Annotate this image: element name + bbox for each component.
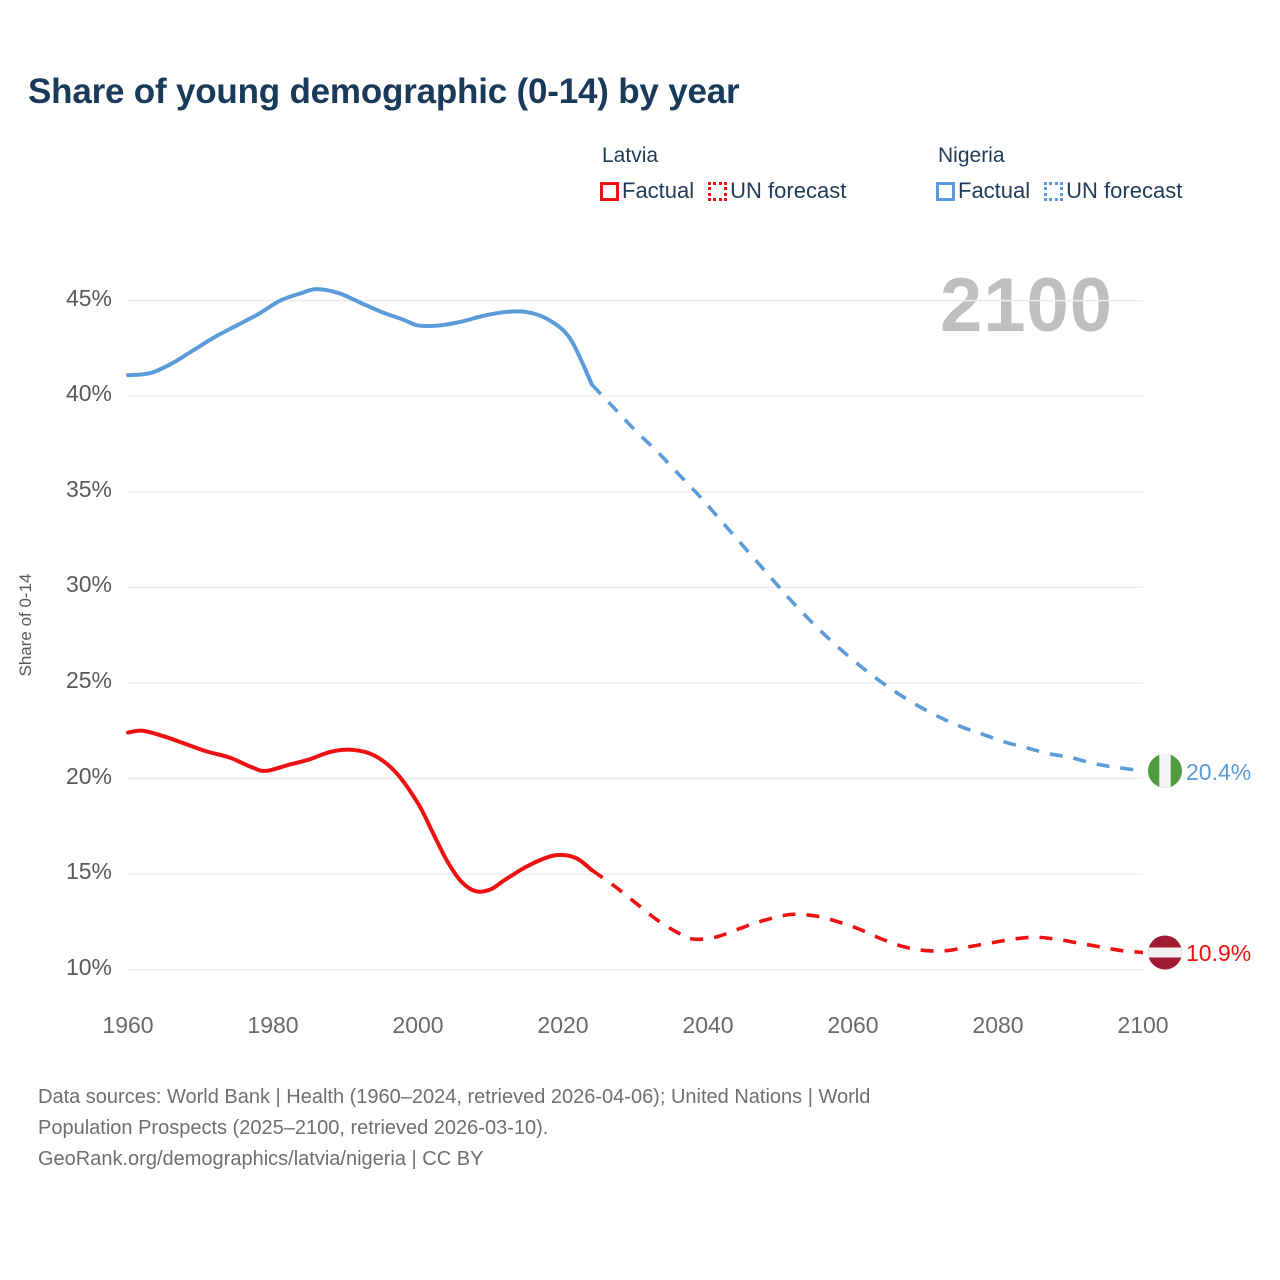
- y-tick-label: 15%: [65, 858, 112, 885]
- y-tick-label: 30%: [65, 571, 112, 598]
- footer-line-1: Data sources: World Bank | Health (1960–…: [38, 1086, 871, 1108]
- x-tick-label: 2020: [537, 1012, 589, 1038]
- legend-label-latvia-forecast: UN forecast: [730, 178, 847, 203]
- legend-item-nigeria-factual[interactable]: Factual: [936, 178, 1030, 204]
- footer-line-2: Population Prospects (2025–2100, retriev…: [38, 1117, 549, 1139]
- legend-country-nigeria: Nigeria: [938, 144, 1005, 167]
- legend-group-latvia: Latvia Factual UN forecast: [600, 144, 860, 204]
- end-label-latvia: 10.9%: [1186, 940, 1252, 966]
- y-tick-label: 25%: [65, 666, 112, 693]
- legend-label-latvia-factual: Factual: [622, 178, 695, 203]
- legend-label-nigeria-forecast: UN forecast: [1066, 178, 1183, 203]
- footer-line-3[interactable]: GeoRank.org/demographics/latvia/nigeria …: [38, 1148, 484, 1170]
- legend-country-latvia: Latvia: [602, 144, 659, 167]
- x-tick-label: 2100: [1117, 1012, 1169, 1038]
- x-tick-label: 2040: [682, 1012, 734, 1038]
- end-label-nigeria: 20.4%: [1186, 759, 1252, 785]
- series-line-latvia-factual: [126, 728, 594, 894]
- series-line-nigeria-factual: [126, 287, 594, 387]
- legend-item-nigeria-forecast[interactable]: UN forecast: [1044, 178, 1182, 204]
- x-tick-label: 2080: [972, 1012, 1024, 1038]
- series-line-latvia-forecast: [590, 868, 1144, 955]
- x-tick-label: 1980: [247, 1012, 299, 1038]
- y-tick-label: 10%: [65, 953, 112, 980]
- y-tick-label: 35%: [65, 475, 112, 502]
- legend-swatch-dotted-icon: [708, 181, 728, 201]
- x-tick-label: 1960: [102, 1012, 154, 1038]
- page-title: Share of young demographic (0-14) by yea…: [28, 72, 740, 111]
- footer-sources: Data sources: World Bank | Health (1960–…: [38, 1082, 1188, 1175]
- x-tick-label: 2060: [827, 1012, 879, 1038]
- gridlines: [128, 299, 1143, 971]
- year-watermark: 2100: [940, 263, 1114, 348]
- y-tick-label: 40%: [65, 380, 112, 407]
- chart-legend: Latvia Factual UN forecast Nigeria Factu…: [600, 144, 1260, 224]
- legend-item-latvia-factual[interactable]: Factual: [600, 178, 694, 204]
- legend-item-latvia-forecast[interactable]: UN forecast: [708, 178, 846, 204]
- legend-swatch-dotted-icon: [1044, 181, 1064, 201]
- nigeria-flag-marker: [1148, 753, 1182, 788]
- legend-swatch-solid-icon: [600, 181, 619, 201]
- legend-swatch-solid-icon: [936, 181, 955, 201]
- end-markers: [1148, 753, 1182, 970]
- y-tick-label: 45%: [65, 284, 112, 311]
- x-tick-label: 2000: [392, 1012, 444, 1038]
- series-lines: [126, 287, 1144, 955]
- legend-group-nigeria: Nigeria Factual UN forecast: [936, 144, 1196, 204]
- series-line-nigeria-forecast: [590, 383, 1144, 773]
- legend-label-nigeria-factual: Factual: [958, 178, 1031, 203]
- y-tick-label: 20%: [65, 762, 112, 789]
- latvia-flag-marker: [1148, 935, 1182, 970]
